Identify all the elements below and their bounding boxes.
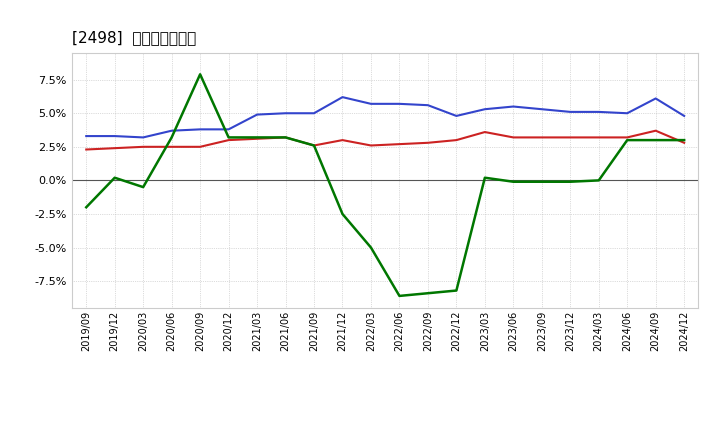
営業CF [225,135,233,140]
当期純利益 [338,137,347,143]
営業CF [452,288,461,293]
当期純利益 [196,144,204,150]
当期純利益 [680,140,688,146]
当期純利益 [566,135,575,140]
営業CF [680,137,688,143]
経常利益 [310,110,318,116]
営業CF [652,137,660,143]
経常利益 [537,106,546,112]
経常利益 [139,135,148,140]
営業CF [310,143,318,148]
Line: 営業CF: 営業CF [86,74,684,296]
経常利益 [225,127,233,132]
当期純利益 [652,128,660,133]
当期純利益 [310,143,318,148]
経常利益 [196,127,204,132]
経常利益 [509,104,518,109]
当期純利益 [452,137,461,143]
営業CF [423,290,432,296]
当期純利益 [366,143,375,148]
経常利益 [623,110,631,116]
当期純利益 [623,135,631,140]
営業CF [167,135,176,140]
経常利益 [110,133,119,139]
Line: 経常利益: 経常利益 [86,97,684,137]
経常利益 [423,103,432,108]
当期純利益 [167,144,176,150]
営業CF [82,205,91,210]
当期純利益 [480,129,489,135]
経常利益 [395,101,404,106]
営業CF [282,135,290,140]
当期純利益 [537,135,546,140]
Line: 当期純利益: 当期純利益 [86,131,684,150]
営業CF [537,179,546,184]
営業CF [110,175,119,180]
営業CF [196,72,204,77]
営業CF [623,137,631,143]
当期純利益 [225,137,233,143]
営業CF [566,179,575,184]
営業CF [139,184,148,190]
営業CF [366,245,375,250]
経常利益 [452,113,461,118]
経常利益 [366,101,375,106]
当期純利益 [509,135,518,140]
営業CF [338,211,347,216]
営業CF [480,175,489,180]
当期純利益 [253,136,261,141]
経常利益 [595,109,603,114]
経常利益 [282,110,290,116]
営業CF [395,293,404,299]
経常利益 [652,96,660,101]
当期純利益 [395,142,404,147]
経常利益 [253,112,261,117]
当期純利益 [595,135,603,140]
当期純利益 [110,146,119,151]
経常利益 [480,106,489,112]
営業CF [509,179,518,184]
営業CF [595,178,603,183]
当期純利益 [82,147,91,152]
当期純利益 [423,140,432,146]
経常利益 [680,113,688,118]
経常利益 [82,133,91,139]
経常利益 [167,128,176,133]
経常利益 [338,95,347,100]
当期純利益 [139,144,148,150]
当期純利益 [282,135,290,140]
経常利益 [566,109,575,114]
Text: [2498]  マージンの推移: [2498] マージンの推移 [72,29,197,45]
営業CF [253,135,261,140]
